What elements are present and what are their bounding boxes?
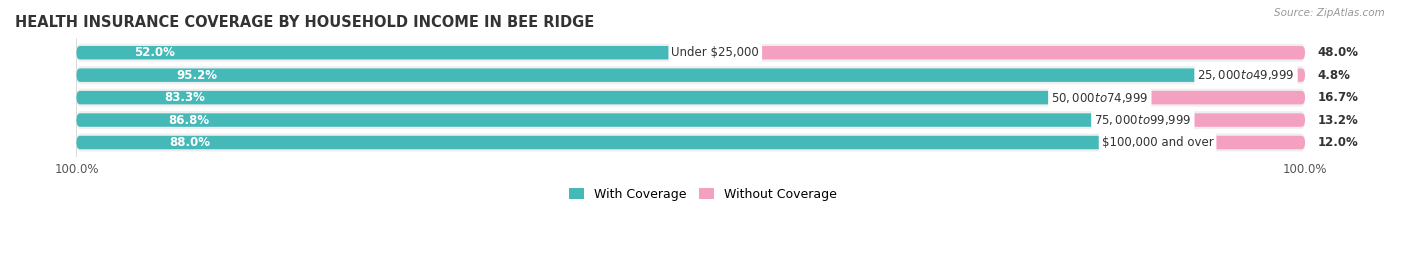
Text: Source: ZipAtlas.com: Source: ZipAtlas.com (1274, 8, 1385, 18)
FancyBboxPatch shape (76, 89, 1305, 107)
Text: 48.0%: 48.0% (1317, 46, 1358, 59)
FancyBboxPatch shape (76, 91, 1099, 104)
Text: 88.0%: 88.0% (169, 136, 209, 149)
FancyBboxPatch shape (76, 46, 716, 59)
FancyBboxPatch shape (1246, 68, 1305, 82)
Text: $100,000 and over: $100,000 and over (1102, 136, 1213, 149)
Text: 13.2%: 13.2% (1317, 114, 1358, 127)
FancyBboxPatch shape (76, 111, 1305, 129)
Text: $25,000 to $49,999: $25,000 to $49,999 (1198, 68, 1295, 82)
FancyBboxPatch shape (1143, 113, 1305, 127)
Text: 86.8%: 86.8% (167, 114, 209, 127)
Text: 4.8%: 4.8% (1317, 69, 1350, 82)
FancyBboxPatch shape (1099, 91, 1305, 104)
Text: 16.7%: 16.7% (1317, 91, 1358, 104)
FancyBboxPatch shape (1157, 136, 1305, 149)
FancyBboxPatch shape (76, 113, 1143, 127)
FancyBboxPatch shape (716, 46, 1305, 59)
Legend: With Coverage, Without Coverage: With Coverage, Without Coverage (569, 188, 837, 201)
Text: HEALTH INSURANCE COVERAGE BY HOUSEHOLD INCOME IN BEE RIDGE: HEALTH INSURANCE COVERAGE BY HOUSEHOLD I… (15, 15, 595, 30)
Text: $50,000 to $74,999: $50,000 to $74,999 (1052, 91, 1149, 105)
FancyBboxPatch shape (76, 136, 1157, 149)
Text: Under $25,000: Under $25,000 (672, 46, 759, 59)
FancyBboxPatch shape (76, 133, 1305, 151)
Text: 83.3%: 83.3% (165, 91, 205, 104)
Text: $75,000 to $99,999: $75,000 to $99,999 (1094, 113, 1191, 127)
Text: 12.0%: 12.0% (1317, 136, 1358, 149)
FancyBboxPatch shape (76, 44, 1305, 62)
Text: 52.0%: 52.0% (134, 46, 174, 59)
FancyBboxPatch shape (76, 68, 1246, 82)
FancyBboxPatch shape (76, 66, 1305, 84)
Text: 95.2%: 95.2% (176, 69, 217, 82)
